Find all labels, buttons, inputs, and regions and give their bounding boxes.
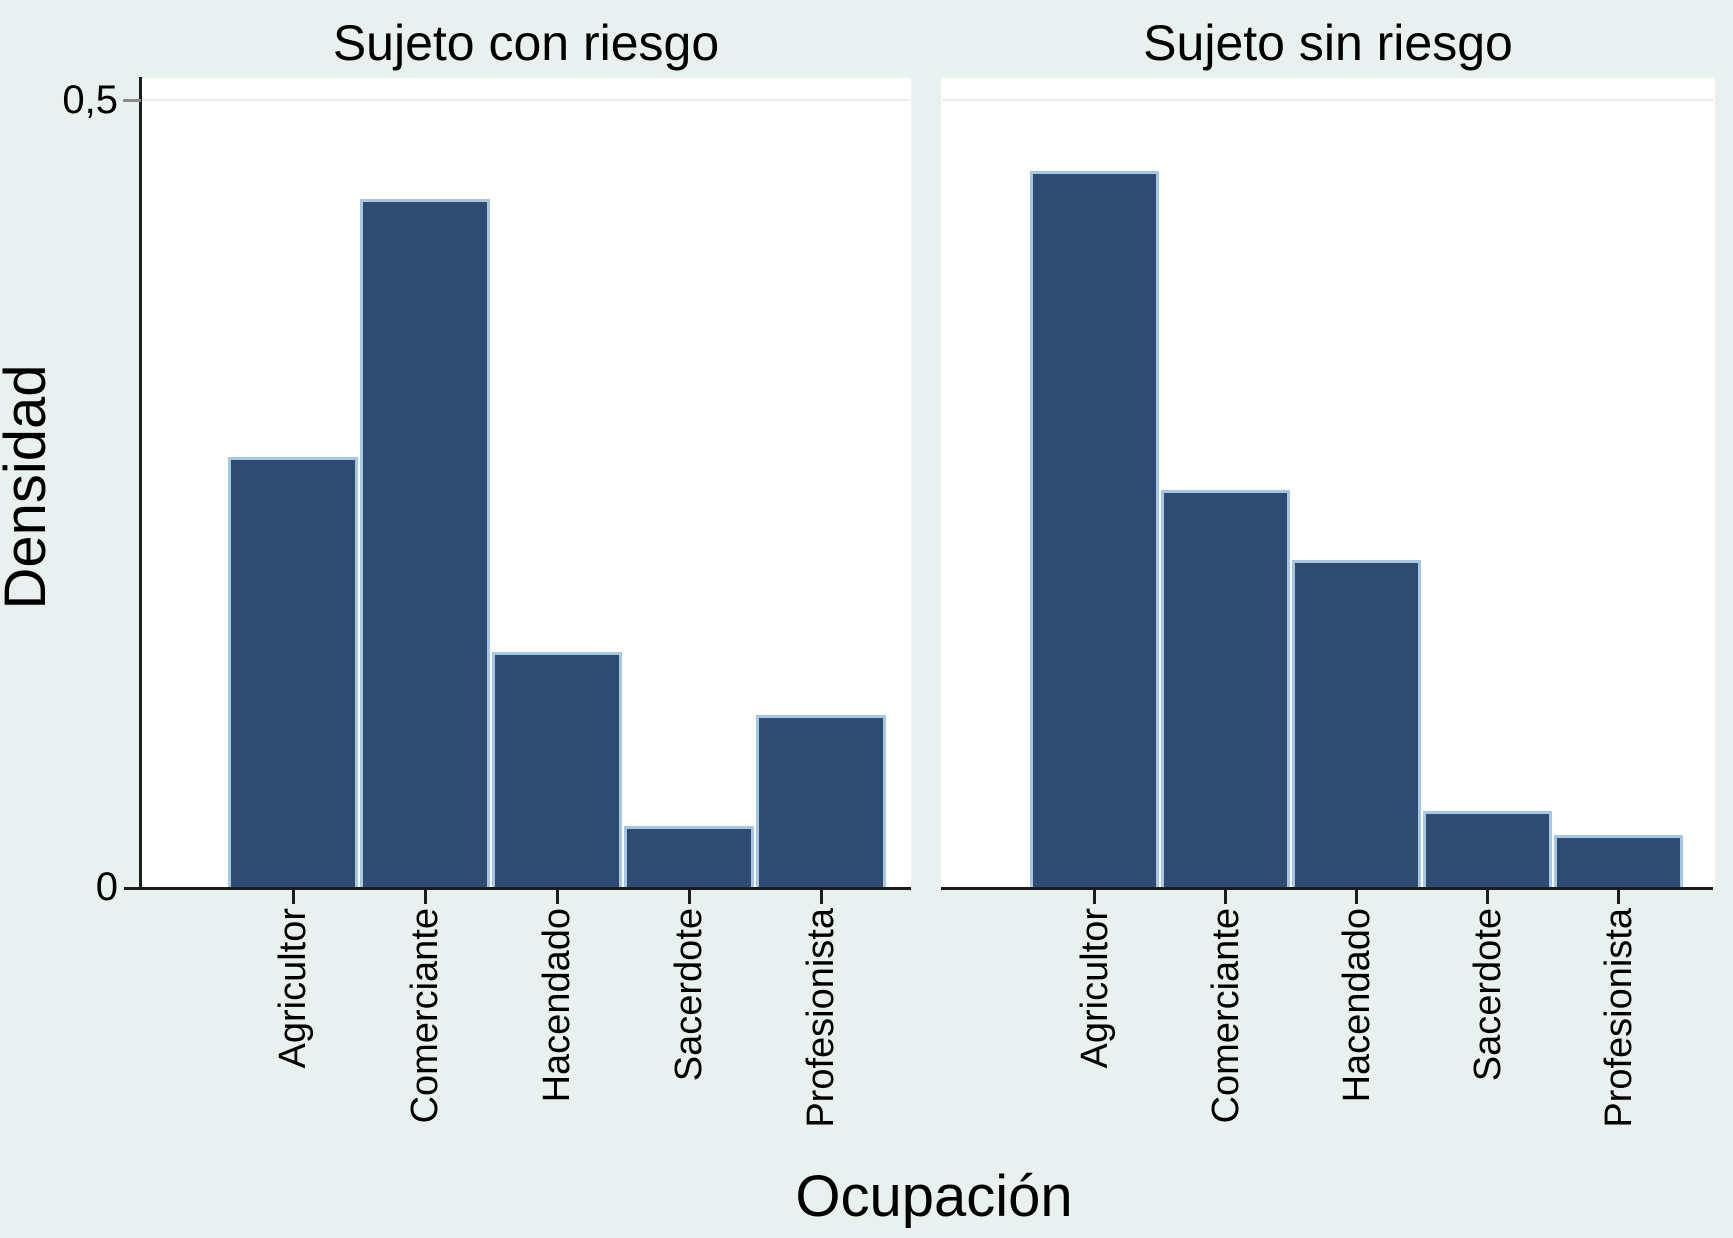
x-tick-label-comerciante-0: Comerciante xyxy=(404,908,446,1124)
x-tick-agricultor-1 xyxy=(1093,889,1096,904)
bar-sacerdote-0 xyxy=(624,826,754,889)
x-tick-profesionista-0 xyxy=(819,889,823,904)
y-axis-line xyxy=(139,77,142,890)
x-tick-hacendado-0 xyxy=(555,889,559,904)
bar-comerciante-1 xyxy=(1161,490,1290,889)
bar-hacendado-0 xyxy=(492,652,622,889)
gridline-0-5-1 xyxy=(942,99,1714,101)
bar-agricultor-1 xyxy=(1030,171,1159,889)
panel-title-sin-riesgo: Sujeto sin riesgo xyxy=(1143,15,1513,71)
x-tick-label-hacendado-1: Hacendado xyxy=(1335,908,1378,1103)
y-axis-title: Densidad xyxy=(0,364,58,610)
x-tick-sacerdote-0 xyxy=(687,889,691,904)
bar-sacerdote-1 xyxy=(1423,811,1552,889)
bar-profesionista-1 xyxy=(1554,835,1683,889)
x-tick-profesionista-1 xyxy=(1617,889,1620,904)
x-axis-line-1 xyxy=(941,887,1713,890)
x-tick-comerciante-0 xyxy=(423,889,427,904)
x-tick-label-agricultor-1: Agricultor xyxy=(1073,908,1116,1069)
x-tick-label-comerciante-1: Comerciante xyxy=(1204,908,1247,1124)
x-tick-sacerdote-1 xyxy=(1486,889,1489,904)
x-tick-label-sacerdote-0: Sacerdote xyxy=(668,908,710,1082)
bar-agricultor-0 xyxy=(228,457,358,889)
x-tick-agricultor-0 xyxy=(291,889,295,904)
y-tick-0-5 xyxy=(123,99,141,102)
x-axis-title: Ocupación xyxy=(795,1164,1073,1229)
y-tick-label-0: 0 xyxy=(95,865,118,909)
panel-title-con-riesgo: Sujeto con riesgo xyxy=(332,15,720,71)
gridline-0-5-0 xyxy=(142,99,910,101)
bar-profesionista-0 xyxy=(756,715,886,889)
bar-hacendado-1 xyxy=(1292,560,1421,889)
x-axis-line-0 xyxy=(124,887,911,890)
x-tick-hacendado-1 xyxy=(1355,889,1358,904)
x-tick-label-agricultor-0: Agricultor xyxy=(272,908,314,1069)
bar-comerciante-0 xyxy=(360,199,490,889)
y-tick-label-0-5: 0,5 xyxy=(62,78,118,122)
x-tick-label-profesionista-1: Profesionista xyxy=(1597,908,1640,1128)
x-tick-comerciante-1 xyxy=(1224,889,1227,904)
x-tick-label-sacerdote-1: Sacerdote xyxy=(1466,908,1509,1082)
x-tick-label-profesionista-0: Profesionista xyxy=(800,908,842,1128)
x-tick-label-hacendado-0: Hacendado xyxy=(536,908,578,1103)
